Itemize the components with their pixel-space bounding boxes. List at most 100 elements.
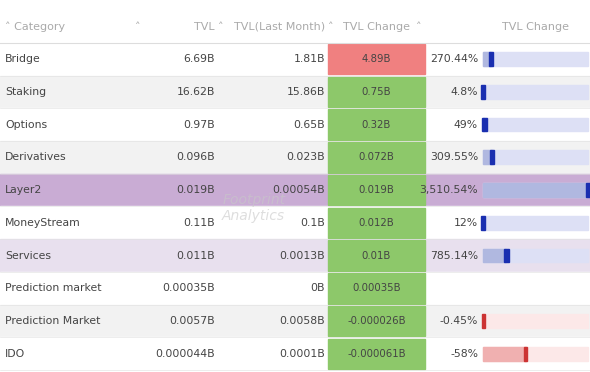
Text: MoneyStream: MoneyStream	[5, 218, 81, 228]
Text: Options: Options	[5, 120, 47, 129]
Text: Prediction Market: Prediction Market	[5, 316, 100, 326]
Bar	[481, 85, 485, 99]
Text: 309.55%: 309.55%	[430, 153, 478, 162]
Text: 0.00054B: 0.00054B	[273, 185, 325, 195]
Text: 0.00035B: 0.00035B	[352, 283, 401, 293]
Bar	[483, 52, 491, 66]
Text: 16.62B: 16.62B	[176, 87, 215, 97]
Bar	[0, 11, 590, 43]
Text: TVL: TVL	[194, 22, 215, 32]
Bar	[483, 118, 588, 131]
Bar	[483, 347, 526, 360]
Bar	[483, 85, 588, 99]
Text: 4.89B: 4.89B	[362, 54, 391, 64]
Text: -0.45%: -0.45%	[440, 316, 478, 326]
Text: 0.0013B: 0.0013B	[280, 251, 325, 260]
Text: 4.8%: 4.8%	[451, 87, 478, 97]
Text: 0.11B: 0.11B	[183, 218, 215, 228]
Bar	[328, 273, 425, 304]
Bar	[0, 337, 590, 370]
Bar	[586, 183, 590, 197]
Bar	[0, 76, 590, 108]
Text: Layer2: Layer2	[5, 185, 42, 195]
Bar	[483, 151, 492, 164]
Text: 0B: 0B	[310, 283, 325, 293]
Bar	[328, 339, 425, 369]
Text: TVL(Last Month): TVL(Last Month)	[234, 22, 325, 32]
Text: 1.81B: 1.81B	[293, 54, 325, 64]
Bar	[482, 314, 485, 328]
Bar	[0, 174, 590, 206]
Text: 0.0057B: 0.0057B	[169, 316, 215, 326]
Text: 270.44%: 270.44%	[430, 54, 478, 64]
Text: Derivatives: Derivatives	[5, 153, 67, 162]
Text: Staking: Staking	[5, 87, 46, 97]
Text: 0.000044B: 0.000044B	[155, 349, 215, 359]
Text: 0.01B: 0.01B	[362, 251, 391, 260]
Text: Bridge: Bridge	[5, 54, 41, 64]
Bar	[483, 183, 588, 197]
Bar	[328, 109, 425, 140]
Text: IDO: IDO	[5, 349, 25, 359]
Bar	[0, 43, 590, 76]
Bar	[490, 151, 494, 164]
Text: 49%: 49%	[454, 120, 478, 129]
Bar	[0, 141, 590, 174]
Text: Prediction market: Prediction market	[5, 283, 101, 293]
Text: ˄: ˄	[417, 22, 422, 32]
Text: TVL Change: TVL Change	[343, 22, 410, 32]
Text: 0.012B: 0.012B	[359, 218, 394, 228]
Text: -0.000061B: -0.000061B	[347, 349, 406, 359]
Bar	[328, 175, 425, 205]
Text: 0.32B: 0.32B	[362, 120, 391, 129]
Text: 0.0001B: 0.0001B	[279, 349, 325, 359]
Text: -58%: -58%	[450, 349, 478, 359]
Text: 0.072B: 0.072B	[359, 153, 395, 162]
Text: 0.023B: 0.023B	[286, 153, 325, 162]
Bar	[328, 240, 425, 271]
Bar	[481, 216, 486, 230]
Text: 0.1B: 0.1B	[300, 218, 325, 228]
Bar	[0, 239, 590, 272]
Bar	[0, 206, 590, 239]
Bar	[524, 347, 527, 360]
Bar	[483, 347, 588, 360]
Text: 785.14%: 785.14%	[430, 251, 478, 260]
Bar	[483, 151, 588, 164]
Bar	[489, 52, 493, 66]
Bar	[328, 77, 425, 107]
Bar	[483, 118, 484, 131]
Text: 6.69B: 6.69B	[183, 54, 215, 64]
Text: 0.97B: 0.97B	[183, 120, 215, 129]
Bar	[483, 314, 588, 328]
Text: -0.000026B: -0.000026B	[347, 316, 406, 326]
Bar	[328, 142, 425, 173]
Bar	[0, 108, 590, 141]
Text: 15.86B: 15.86B	[287, 87, 325, 97]
Text: ˄ Category: ˄ Category	[5, 22, 65, 32]
Text: 12%: 12%	[454, 218, 478, 228]
Text: 0.019B: 0.019B	[359, 185, 395, 195]
Bar	[483, 118, 487, 131]
Bar	[328, 208, 425, 238]
Text: ˄: ˄	[328, 22, 333, 32]
Bar	[0, 272, 590, 305]
Text: 0.75B: 0.75B	[362, 87, 391, 97]
Bar	[0, 305, 590, 337]
Text: 3,510.54%: 3,510.54%	[419, 185, 478, 195]
Bar	[483, 52, 588, 66]
Text: 0.011B: 0.011B	[176, 251, 215, 260]
Text: Services: Services	[5, 251, 51, 260]
Bar	[328, 306, 425, 336]
Text: ˄: ˄	[218, 22, 224, 32]
Text: 0.0058B: 0.0058B	[280, 316, 325, 326]
Bar	[504, 249, 509, 262]
Bar	[328, 44, 425, 74]
Text: 0.019B: 0.019B	[176, 185, 215, 195]
Text: Footprint
Analytics: Footprint Analytics	[222, 193, 285, 224]
Bar	[483, 249, 506, 262]
Bar	[483, 249, 588, 262]
Text: 0.096B: 0.096B	[176, 153, 215, 162]
Bar	[483, 216, 588, 230]
Bar	[483, 183, 588, 197]
